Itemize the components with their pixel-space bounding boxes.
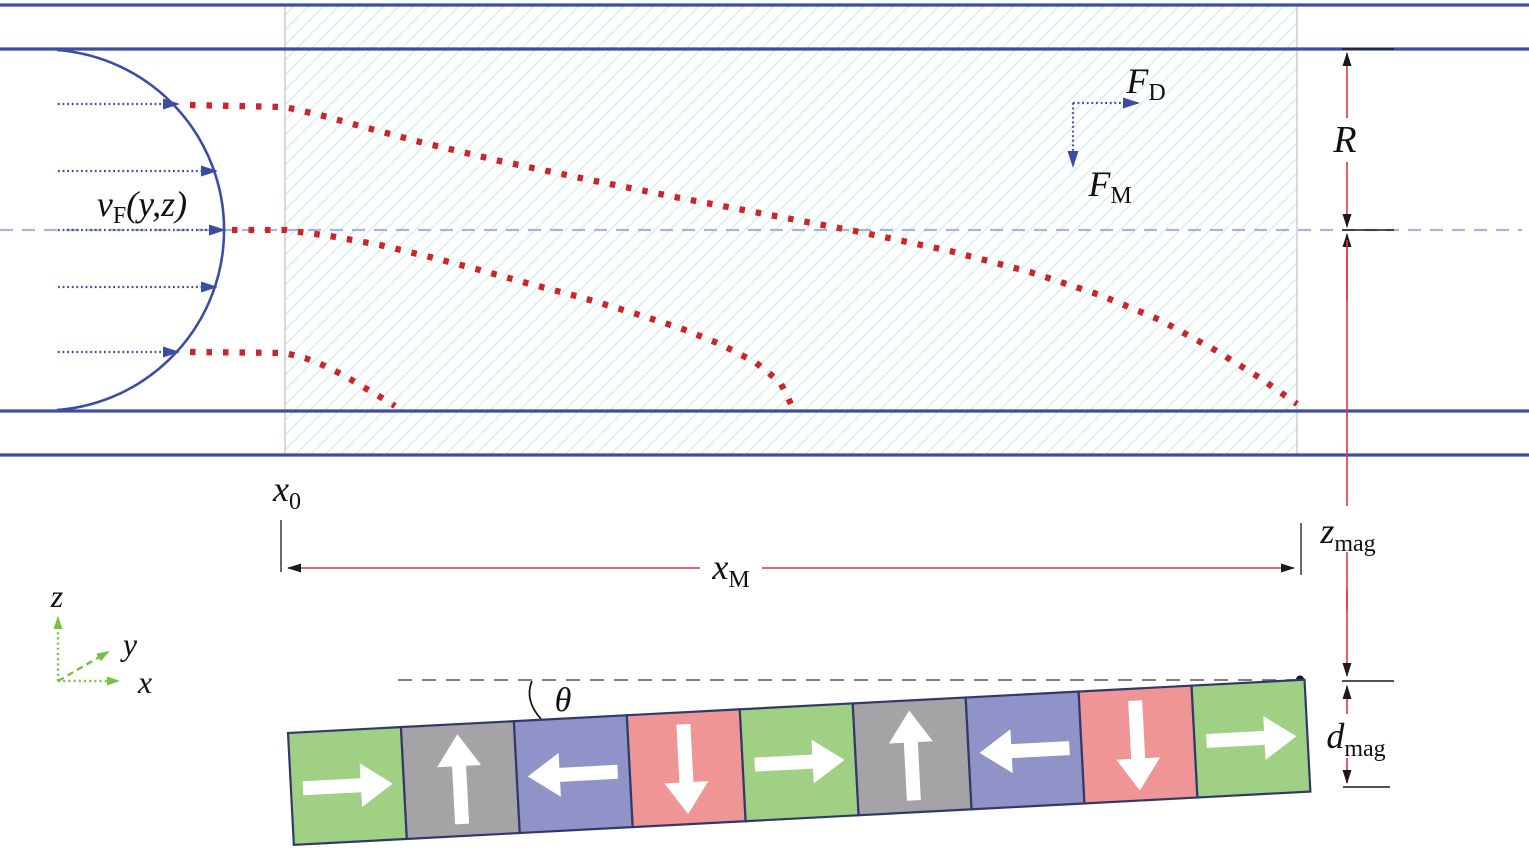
magnetic-force-label: FM <box>1087 164 1131 209</box>
drag-force-label: FD <box>1125 61 1165 106</box>
magnetization-arrow-down <box>664 723 709 815</box>
radius-label: R <box>1332 119 1356 161</box>
magnetization-arrow-down <box>1116 700 1161 791</box>
particle-trajectories <box>189 101 1299 409</box>
axis-y-label: y <box>120 626 138 662</box>
velocity-profile-label: vF(y,z) <box>97 184 187 229</box>
particle-trajectory <box>189 348 397 409</box>
velocity-arrows <box>58 98 226 358</box>
magnetization-arrow-left <box>979 729 1070 774</box>
magnetization-arrow-right <box>1206 715 1297 760</box>
magnetization-arrow-right <box>302 763 393 808</box>
axis-x-label: x <box>137 664 152 700</box>
magnetization-arrow-up <box>437 734 482 825</box>
magnetization-arrow-left <box>527 752 619 797</box>
theta-arc <box>528 680 542 720</box>
x0-label: x0 <box>272 469 301 515</box>
particle-trajectory <box>232 226 795 408</box>
dmag-label: dmag <box>1326 716 1385 762</box>
theta-label: θ <box>555 682 572 719</box>
axis-z-label: z <box>50 578 64 614</box>
magnet-array <box>286 678 1312 847</box>
axis-y-arrow <box>57 650 110 683</box>
magnetization-arrow-up <box>888 710 933 801</box>
coordinate-axes: z y x <box>50 578 152 700</box>
magnetization-arrow-right <box>754 739 845 784</box>
zmag-label: zmag <box>1319 511 1375 557</box>
xM-label: xM <box>711 547 749 593</box>
